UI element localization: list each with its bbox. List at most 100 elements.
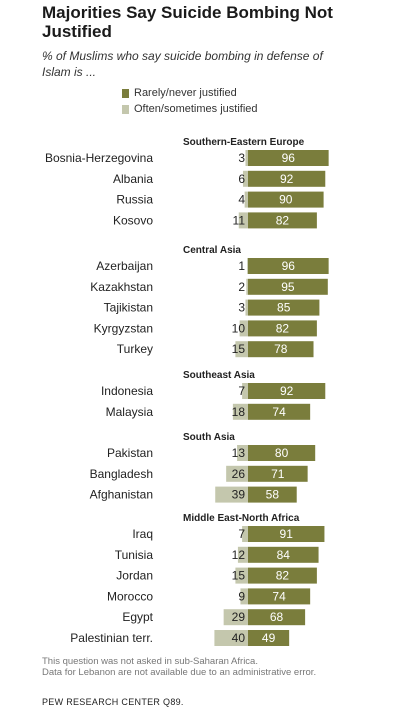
- legend-swatch-often: [122, 105, 129, 114]
- value-label-often: 26: [232, 467, 246, 481]
- bar-rarely: [248, 403, 311, 420]
- bar-often: [223, 609, 248, 626]
- bar-rarely: [248, 299, 320, 316]
- value-label-rarely: 82: [276, 213, 290, 227]
- country-label: Bosnia-Herzegovina: [45, 151, 153, 165]
- value-label-often: 39: [232, 488, 246, 502]
- country-label: Kosovo: [113, 213, 153, 227]
- value-label-often: 11: [233, 213, 246, 227]
- value-label-often: 40: [232, 631, 246, 645]
- bar-often: [235, 341, 248, 358]
- value-label-often: 7: [238, 384, 245, 398]
- country-label: Indonesia: [101, 384, 153, 398]
- country-label: Azerbaijan: [96, 259, 153, 273]
- bar-rarely: [248, 258, 329, 274]
- value-label-rarely: 78: [274, 342, 288, 356]
- value-label-rarely: 91: [280, 527, 294, 541]
- bar-often: [244, 191, 248, 208]
- bar-rarely: [248, 486, 297, 503]
- value-label-rarely: 82: [276, 321, 290, 335]
- bar-rarely: [248, 526, 325, 542]
- value-label-rarely: 96: [282, 151, 296, 165]
- value-label-rarely: 68: [270, 610, 284, 624]
- value-label-rarely: 84: [277, 548, 291, 562]
- bar-rarely: [248, 341, 314, 358]
- value-label-often: 15: [232, 569, 246, 583]
- value-label-rarely: 82: [276, 569, 290, 583]
- value-label-rarely: 71: [271, 467, 285, 481]
- bar-often: [245, 150, 248, 166]
- value-label-often: 18: [232, 405, 246, 419]
- bar-rarely: [248, 630, 290, 646]
- value-label-often: 9: [238, 589, 245, 603]
- bar-rarely: [248, 465, 308, 482]
- bar-often: [242, 170, 248, 187]
- value-label-rarely: 92: [280, 384, 294, 398]
- legend-label-rarely: Rarely/never justified: [134, 87, 237, 99]
- value-label-often: 3: [238, 151, 245, 165]
- country-label: Albania: [113, 172, 153, 186]
- country-label: Malaysia: [106, 405, 154, 419]
- bar-rarely: [248, 212, 317, 229]
- legend-label-often: Often/sometimes justified: [134, 103, 258, 115]
- bar-rarely: [248, 588, 311, 605]
- bar-rarely: [248, 546, 319, 563]
- country-label: Egypt: [122, 610, 153, 624]
- country-label: Kyrgyzstan: [94, 321, 153, 335]
- bar-often: [235, 567, 248, 584]
- bar-rarely: [248, 445, 316, 461]
- value-label-rarely: 90: [279, 193, 293, 207]
- bar-often: [237, 445, 248, 461]
- group-label: Southeast Asia: [183, 370, 255, 381]
- group-label: Central Asia: [183, 245, 241, 256]
- bar-often: [245, 299, 248, 316]
- bar-rarely: [248, 383, 326, 399]
- country-label: Bangladesh: [90, 467, 153, 481]
- bar-often: [246, 278, 248, 295]
- country-label: Kazakhstan: [90, 280, 153, 294]
- group-label: Southern-Eastern Europe: [183, 137, 305, 148]
- value-label-rarely: 74: [272, 405, 286, 419]
- value-label-often: 15: [232, 342, 246, 356]
- value-label-rarely: 85: [277, 301, 291, 315]
- value-label-often: 4: [238, 193, 245, 207]
- value-label-often: 10: [232, 321, 246, 335]
- value-label-often: 29: [232, 610, 246, 624]
- value-label-rarely: 95: [281, 280, 295, 294]
- bar-often: [237, 546, 248, 563]
- bar-often: [238, 212, 248, 229]
- value-label-often: 13: [232, 446, 246, 460]
- bar-rarely: [248, 191, 324, 208]
- value-label-rarely: 49: [262, 631, 276, 645]
- group-label: Middle East-North Africa: [183, 513, 300, 524]
- bar-rarely: [248, 150, 329, 166]
- bar-rarely: [248, 320, 317, 337]
- chart-title: Majorities Say Suicide Bombing Not Justi…: [42, 3, 333, 41]
- bar-often: [239, 320, 248, 337]
- bar-often: [242, 383, 248, 399]
- country-label: Afghanistan: [90, 488, 153, 502]
- note-line-2: Data for Lebanon are not available due t…: [42, 667, 317, 678]
- value-label-rarely: 92: [280, 172, 294, 186]
- bar-rarely: [248, 609, 306, 626]
- bar-often: [226, 465, 248, 482]
- value-label-often: 7: [238, 527, 245, 541]
- chart-subtitle: % of Muslims who say suicide bombing in …: [42, 49, 323, 79]
- bar-often: [242, 526, 248, 542]
- bar-often: [215, 486, 248, 503]
- value-label-often: 12: [232, 548, 246, 562]
- value-label-often: 2: [238, 280, 245, 294]
- source-line: PEW RESEARCH CENTER Q89.: [42, 697, 184, 707]
- bar-often: [214, 630, 248, 646]
- bar-often: [247, 258, 248, 274]
- value-label-often: 6: [238, 172, 245, 186]
- value-label-rarely: 74: [272, 589, 286, 603]
- country-label: Palestinian terr.: [70, 631, 153, 645]
- value-label-rarely: 80: [275, 446, 289, 460]
- country-label: Pakistan: [107, 446, 153, 460]
- country-label: Iraq: [132, 527, 153, 541]
- country-label: Tunisia: [115, 548, 154, 562]
- value-label-rarely: 58: [266, 488, 280, 502]
- bar-often: [240, 588, 248, 605]
